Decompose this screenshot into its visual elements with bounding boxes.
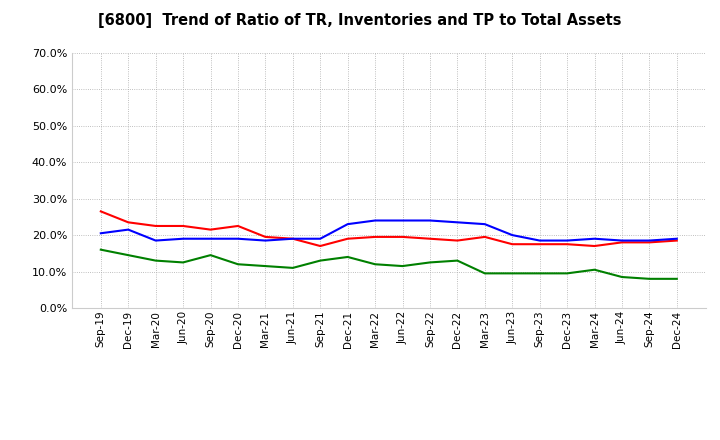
Trade Receivables [590,243,599,249]
Trade Receivables [645,240,654,245]
Trade Payables [398,264,407,269]
Trade Receivables [453,238,462,243]
Inventories [398,218,407,223]
Trade Payables [179,260,187,265]
Inventories [151,238,160,243]
Inventories [645,238,654,243]
Trade Receivables [480,234,489,239]
Inventories [179,236,187,242]
Inventories [96,231,105,236]
Trade Receivables [618,240,626,245]
Trade Receivables [96,209,105,214]
Line: Trade Receivables: Trade Receivables [101,211,677,246]
Trade Receivables [124,220,132,225]
Trade Payables [563,271,572,276]
Trade Receivables [398,234,407,239]
Trade Payables [124,253,132,258]
Inventories [426,218,434,223]
Inventories [453,220,462,225]
Inventories [480,221,489,227]
Inventories [371,218,379,223]
Inventories [233,236,242,242]
Inventories [343,221,352,227]
Inventories [536,238,544,243]
Inventories [590,236,599,242]
Trade Payables [343,254,352,260]
Inventories [508,232,516,238]
Trade Receivables [426,236,434,242]
Trade Receivables [343,236,352,242]
Trade Receivables [371,234,379,239]
Line: Trade Payables: Trade Payables [101,249,677,279]
Text: [6800]  Trend of Ratio of TR, Inventories and TP to Total Assets: [6800] Trend of Ratio of TR, Inventories… [98,13,622,28]
Trade Receivables [233,224,242,229]
Trade Receivables [536,242,544,247]
Trade Payables [480,271,489,276]
Inventories [618,238,626,243]
Trade Receivables [261,234,270,239]
Inventories [316,236,325,242]
Inventories [672,236,681,242]
Trade Payables [536,271,544,276]
Trade Payables [508,271,516,276]
Trade Payables [672,276,681,282]
Trade Payables [426,260,434,265]
Trade Receivables [151,224,160,229]
Trade Payables [261,264,270,269]
Trade Payables [618,275,626,280]
Trade Payables [233,262,242,267]
Trade Receivables [206,227,215,232]
Trade Payables [645,276,654,282]
Trade Receivables [179,224,187,229]
Inventories [206,236,215,242]
Trade Payables [590,267,599,272]
Inventories [261,238,270,243]
Trade Payables [316,258,325,263]
Trade Payables [151,258,160,263]
Trade Payables [289,265,297,271]
Inventories [563,238,572,243]
Trade Payables [453,258,462,263]
Trade Receivables [672,238,681,243]
Trade Payables [96,247,105,252]
Trade Receivables [563,242,572,247]
Trade Payables [371,262,379,267]
Trade Receivables [508,242,516,247]
Trade Payables [206,253,215,258]
Trade Receivables [289,236,297,242]
Line: Inventories: Inventories [101,220,677,241]
Inventories [124,227,132,232]
Inventories [289,236,297,242]
Trade Receivables [316,243,325,249]
